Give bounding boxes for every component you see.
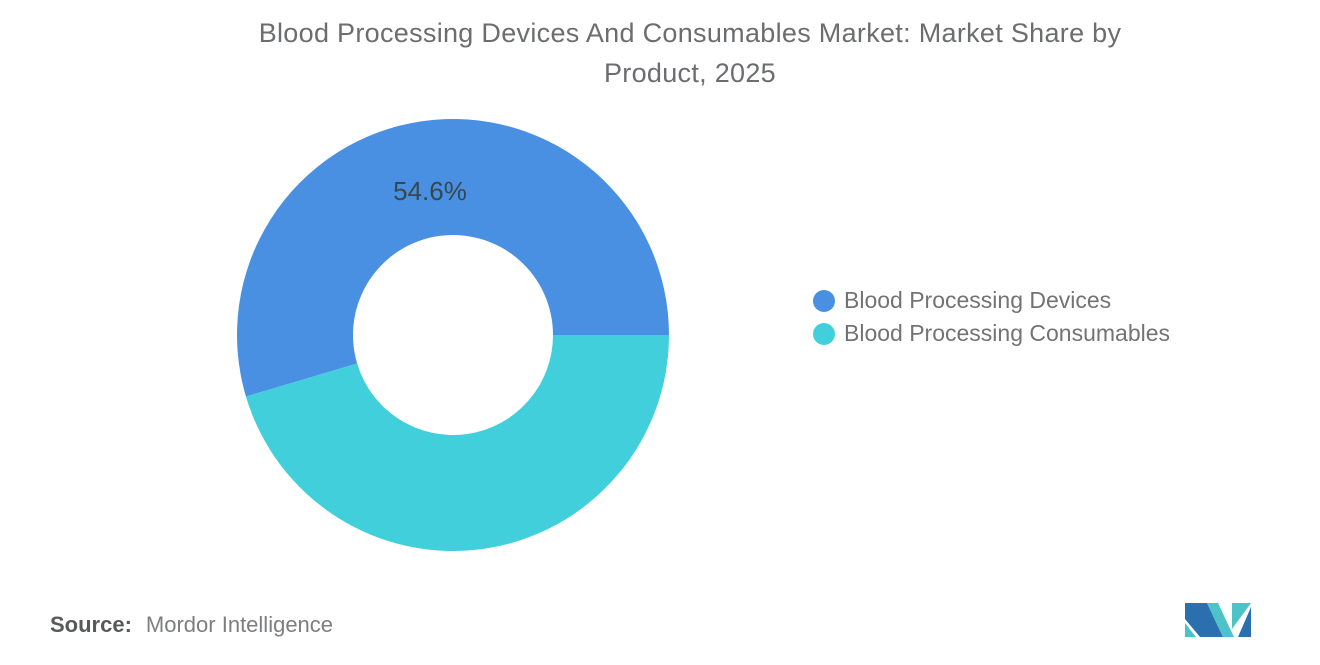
logo-shape-right-teal bbox=[1232, 603, 1251, 629]
data-label-devices-share: 54.6% bbox=[393, 176, 467, 206]
legend-item-blood-processing-consumables[interactable]: Blood Processing Consumables bbox=[813, 317, 1170, 350]
pie-slice-blood-processing-consumables[interactable] bbox=[245, 335, 669, 551]
legend-marker-consumables-icon bbox=[813, 322, 835, 345]
donut-chart-svg bbox=[236, 118, 669, 551]
logo-shape-left-teal-triangle bbox=[1185, 623, 1196, 637]
chart-title: Blood Processing Devices And Consumables… bbox=[95, 13, 1285, 93]
donut-chart bbox=[236, 118, 670, 552]
source-attribution: Source: Mordor Intelligence bbox=[50, 612, 333, 638]
legend: Blood Processing Devices Blood Processin… bbox=[813, 284, 1170, 350]
logo-shape-right-blue-triangle bbox=[1238, 607, 1251, 637]
mordor-logo-svg bbox=[1185, 603, 1251, 637]
legend-marker-devices-icon bbox=[813, 289, 835, 312]
logo-shape-middle-teal-band bbox=[1207, 603, 1234, 637]
logo-shape-left-blue bbox=[1185, 603, 1223, 637]
pie-slice-blood-processing-devices[interactable] bbox=[236, 118, 669, 397]
chart-title-line-1: Blood Processing Devices And Consumables… bbox=[258, 18, 1122, 48]
legend-item-blood-processing-devices[interactable]: Blood Processing Devices bbox=[813, 284, 1170, 317]
legend-label-consumables: Blood Processing Consumables bbox=[844, 320, 1171, 346]
source-value: Mordor Intelligence bbox=[145, 612, 334, 637]
legend-label-devices: Blood Processing Devices bbox=[844, 287, 1112, 313]
mordor-intelligence-logo-icon bbox=[1185, 601, 1253, 638]
chart-title-line-2: Product, 2025 bbox=[603, 58, 777, 88]
source-label: Source: bbox=[50, 612, 132, 637]
